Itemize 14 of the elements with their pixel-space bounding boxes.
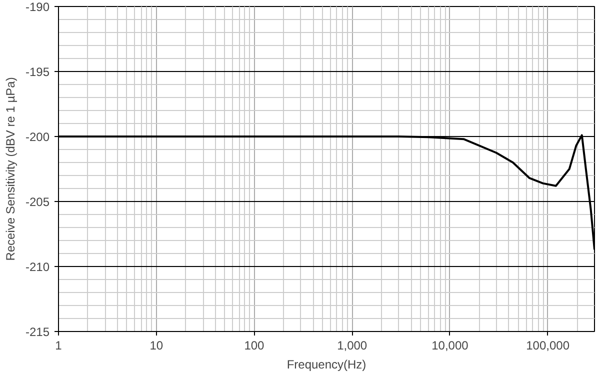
y-tick-label: -210 [25,260,50,274]
y-tick-label: -195 [25,65,50,79]
y-tick-label: -200 [25,130,50,144]
x-tick-label: 1 [55,338,62,352]
x-tick-label: 1,000 [337,338,368,352]
x-tick-label: 10 [150,338,164,352]
x-tick-label: 10,000 [432,338,469,352]
y-axis-title: Receive Sensitivity (dBV re 1 µPa) [3,77,18,261]
x-tick-label: 100,000 [526,338,570,352]
x-axis-title: Frequency(Hz) [286,358,366,372]
y-tick-label: -215 [25,325,50,339]
y-tick-label: -190 [25,0,50,14]
y-tick-label: -205 [25,195,50,209]
x-tick-label: 100 [244,338,265,352]
